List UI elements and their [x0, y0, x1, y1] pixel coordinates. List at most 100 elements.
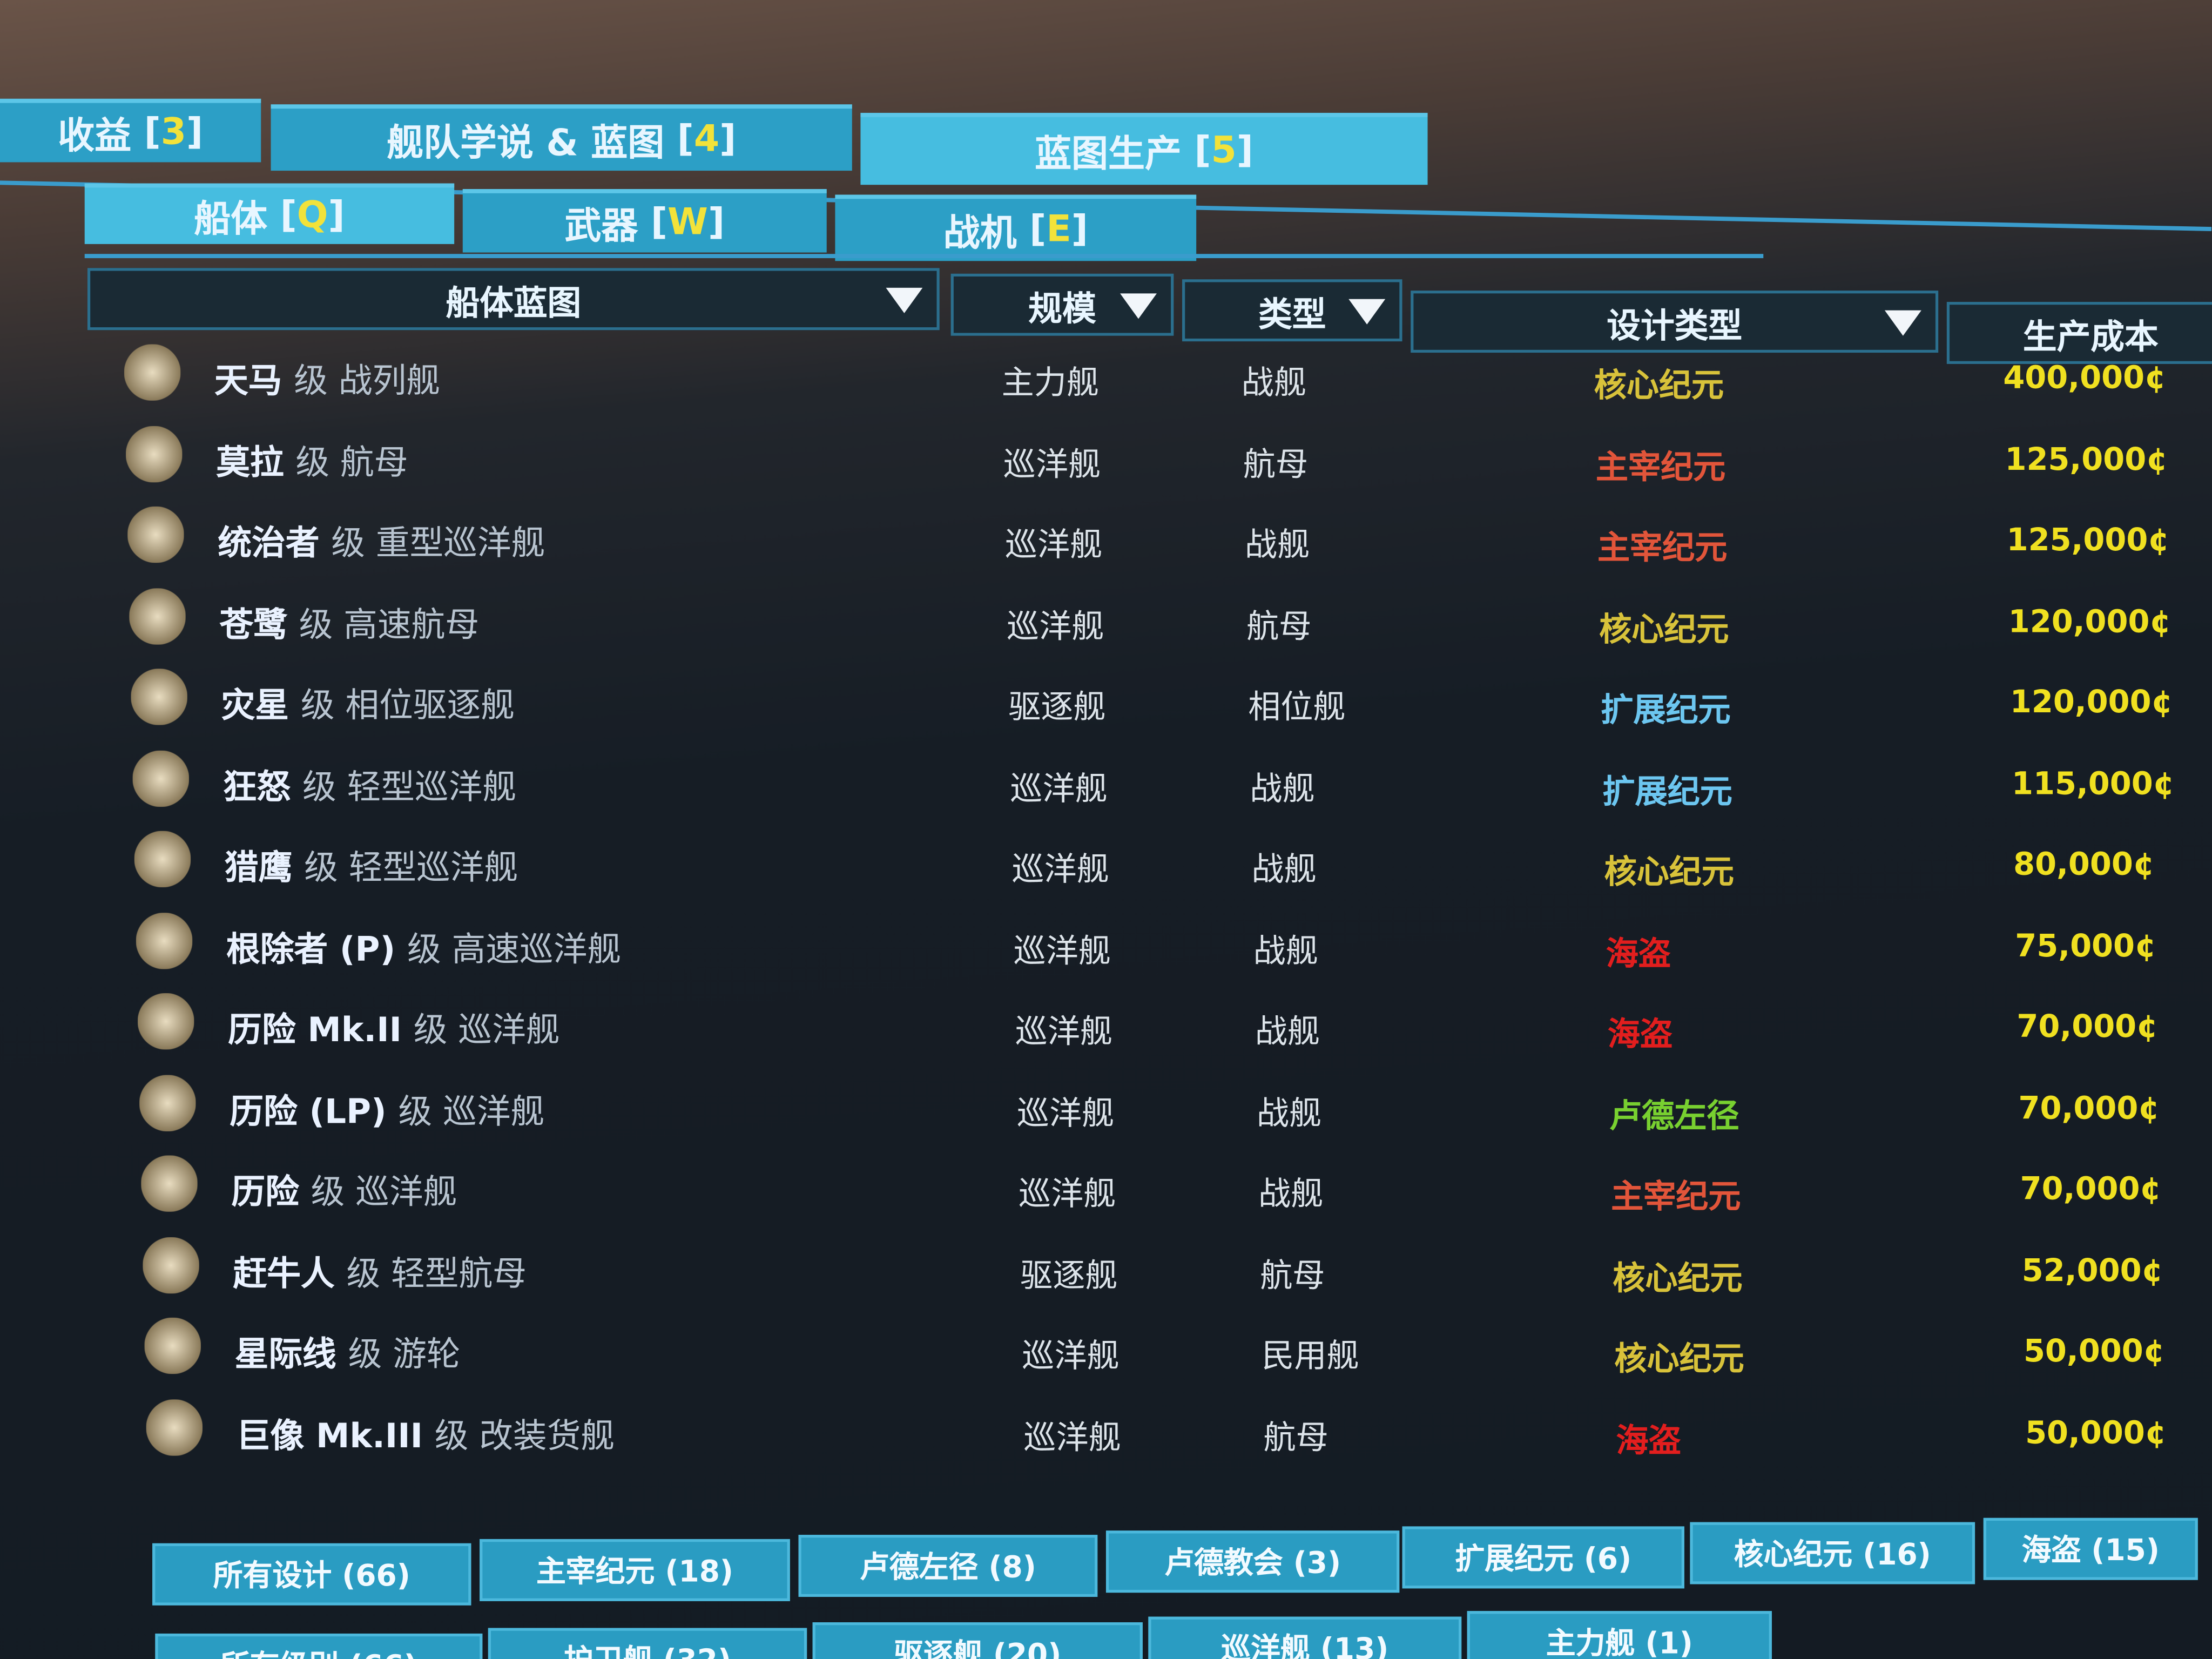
design-type: 扩展纪元: [1602, 773, 1732, 811]
tab-weapons[interactable]: 武器 [W]: [462, 189, 827, 253]
hull-row[interactable]: 赶牛人 级 轻型航母 驱逐舰 航母 核心纪元 52,000¢: [131, 1228, 2211, 1307]
hull-name: 苍鹭 级 高速航母: [219, 604, 480, 644]
hull-row[interactable]: 灾星 级 相位驱逐舰 驱逐舰 相位舰 扩展纪元 120,000¢: [120, 660, 2208, 739]
hotkey: W: [667, 201, 708, 244]
hull-size: 巡洋舰: [1011, 852, 1109, 889]
design-filter-button[interactable]: 所有设计 (66): [152, 1543, 471, 1606]
column-label: 船体蓝图: [446, 282, 582, 322]
size-filter-button[interactable]: 巡洋舰 (13): [1148, 1616, 1462, 1659]
column-production-cost[interactable]: 生产成本: [1946, 302, 2212, 364]
column-label: 设计类型: [1607, 305, 1743, 345]
hull-size: 巡洋舰: [1015, 1014, 1112, 1051]
design-filter-button[interactable]: 卢德左径 (8): [798, 1535, 1098, 1597]
hull-row[interactable]: 历险 Mk.II 级 巡洋舰 巡洋舰 战舰 海盗 70,000¢: [126, 984, 2212, 1063]
production-cost: 120,000¢: [2008, 604, 2171, 640]
hull-name: 历险 (LP) 级 巡洋舰: [230, 1091, 545, 1131]
hull-type: 相位舰: [1248, 690, 1346, 727]
design-filter-button[interactable]: 卢德教会 (3): [1105, 1530, 1400, 1593]
hull-row[interactable]: 天马 级 战列舰 主力舰 战舰 核心纪元 400,000¢: [113, 336, 2201, 415]
size-filter-button[interactable]: 护卫舰 (32): [488, 1628, 807, 1659]
design-type: 主宰纪元: [1597, 530, 1728, 568]
hull-name: 赶牛人 级 轻型航母: [233, 1253, 527, 1293]
hotkey: 4: [693, 118, 720, 161]
hull-type: 战舰: [1258, 1176, 1324, 1213]
hull-row[interactable]: 猎鹰 级 轻型巡洋舰 巡洋舰 战舰 核心纪元 80,000¢: [123, 822, 2211, 901]
ship-icon: [134, 831, 191, 888]
hull-type: 民用舰: [1262, 1338, 1359, 1375]
hull-name: 历险 Mk.II 级 巡洋舰: [228, 1010, 560, 1050]
ship-icon: [131, 669, 187, 725]
design-filter-button[interactable]: 核心纪元 (16): [1690, 1522, 1975, 1584]
column-label: 生产成本: [2022, 316, 2159, 356]
hull-type: 航母: [1246, 609, 1312, 646]
tab-income[interactable]: 收益 [3]: [0, 98, 261, 163]
hull-row[interactable]: 统治者 级 重型巡洋舰 巡洋舰 战舰 主宰纪元 125,000¢: [116, 498, 2204, 577]
ship-icon: [146, 1398, 203, 1455]
production-cost: 80,000¢: [2013, 847, 2155, 884]
hull-row[interactable]: 苍鹭 级 高速航母 巡洋舰 航母 核心纪元 120,000¢: [118, 579, 2206, 658]
tab-label: 船体: [194, 198, 268, 241]
sort-triangle-icon: [1348, 299, 1386, 325]
hull-row[interactable]: 历险 级 巡洋舰 巡洋舰 战舰 主宰纪元 70,000¢: [130, 1147, 2212, 1226]
hull-type: 战舰: [1255, 1014, 1320, 1051]
size-filter-button[interactable]: 所有级别 (66): [155, 1633, 483, 1659]
design-type: 核心纪元: [1599, 611, 1729, 649]
production-cost: 50,000¢: [2023, 1334, 2165, 1370]
design-type: 海盗: [1606, 936, 1671, 973]
hull-size: 主力舰: [1001, 365, 1099, 402]
column-design-type[interactable]: 设计类型: [1411, 291, 1939, 353]
design-type: 主宰纪元: [1611, 1179, 1741, 1216]
design-type: 核心纪元: [1613, 1260, 1743, 1297]
hotkey: E: [1046, 208, 1071, 251]
hull-size: 巡洋舰: [1007, 609, 1104, 646]
hull-type: 战舰: [1241, 365, 1306, 402]
tab-label: 舰队学说 & 蓝图: [387, 122, 665, 165]
design-filter-button[interactable]: 扩展纪元 (6): [1402, 1526, 1684, 1589]
production-cost: 75,000¢: [2015, 929, 2157, 965]
ship-icon: [132, 750, 190, 806]
tab-label: 战机: [943, 212, 1017, 255]
production-cost: 400,000¢: [2003, 361, 2167, 397]
hull-row[interactable]: 历险 (LP) 级 巡洋舰 巡洋舰 战舰 卢德左径 70,000¢: [128, 1066, 2212, 1145]
hull-type: 战舰: [1251, 852, 1317, 889]
design-type: 海盗: [1607, 1017, 1673, 1054]
column-label: 规模: [1028, 288, 1096, 328]
design-filter-button[interactable]: 海盗 (15): [1983, 1518, 2198, 1580]
tab-fighters[interactable]: 战机 [E]: [835, 194, 1197, 261]
ship-icon: [139, 1074, 196, 1131]
design-type: 卢德左径: [1609, 1098, 1739, 1135]
tab-blueprint-production[interactable]: 蓝图生产 [5]: [860, 112, 1428, 185]
tab-label: 收益: [58, 114, 132, 158]
hull-type: 航母: [1260, 1257, 1325, 1294]
column-hull-blueprint[interactable]: 船体蓝图: [87, 268, 940, 331]
sort-triangle-icon: [1884, 310, 1921, 336]
ship-icon: [143, 1236, 199, 1293]
design-filter-button[interactable]: 主宰纪元 (18): [480, 1539, 790, 1601]
hotkey: 3: [160, 111, 187, 154]
ship-icon: [127, 506, 184, 563]
column-type[interactable]: 类型: [1182, 279, 1402, 342]
production-cost: 52,000¢: [2021, 1253, 2163, 1289]
size-filter-button[interactable]: 主力舰 (1): [1467, 1611, 1772, 1659]
tab-doctrine-blueprints[interactable]: 舰队学说 & 蓝图 [4]: [271, 104, 852, 171]
ship-icon: [124, 344, 181, 401]
hull-type: 战舰: [1256, 1095, 1322, 1132]
ship-icon: [144, 1317, 201, 1374]
hull-size: 巡洋舰: [1019, 1176, 1116, 1213]
sort-triangle-icon: [886, 287, 923, 313]
size-filter-button[interactable]: 驱逐舰 (20): [812, 1622, 1143, 1659]
hull-row[interactable]: 根除者 (P) 级 高速巡洋舰 巡洋舰 战舰 海盗 75,000¢: [125, 903, 2212, 982]
hull-size: 巡洋舰: [1023, 1420, 1121, 1457]
ship-icon: [141, 1155, 198, 1212]
hull-row[interactable]: 莫拉 级 航母 巡洋舰 航母 主宰纪元 125,000¢: [114, 417, 2202, 496]
hull-name: 历险 级 巡洋舰: [231, 1172, 457, 1212]
column-size[interactable]: 规模: [950, 273, 1174, 336]
hull-row[interactable]: 狂怒 级 轻型巡洋舰 巡洋舰 战舰 扩展纪元 115,000¢: [122, 741, 2209, 820]
hotkey: 5: [1211, 130, 1237, 172]
design-type: 扩展纪元: [1601, 692, 1731, 730]
hull-type: 战舰: [1245, 527, 1310, 564]
tab-hulls[interactable]: 船体 [Q]: [84, 183, 455, 244]
hull-row[interactable]: 星际线 级 游轮 巡洋舰 民用舰 核心纪元 50,000¢: [133, 1309, 2212, 1388]
hull-row[interactable]: 巨像 Mk.III 级 改装货舰 巡洋舰 航母 海盗 50,000¢: [135, 1390, 2212, 1469]
hull-type: 战舰: [1250, 771, 1315, 808]
